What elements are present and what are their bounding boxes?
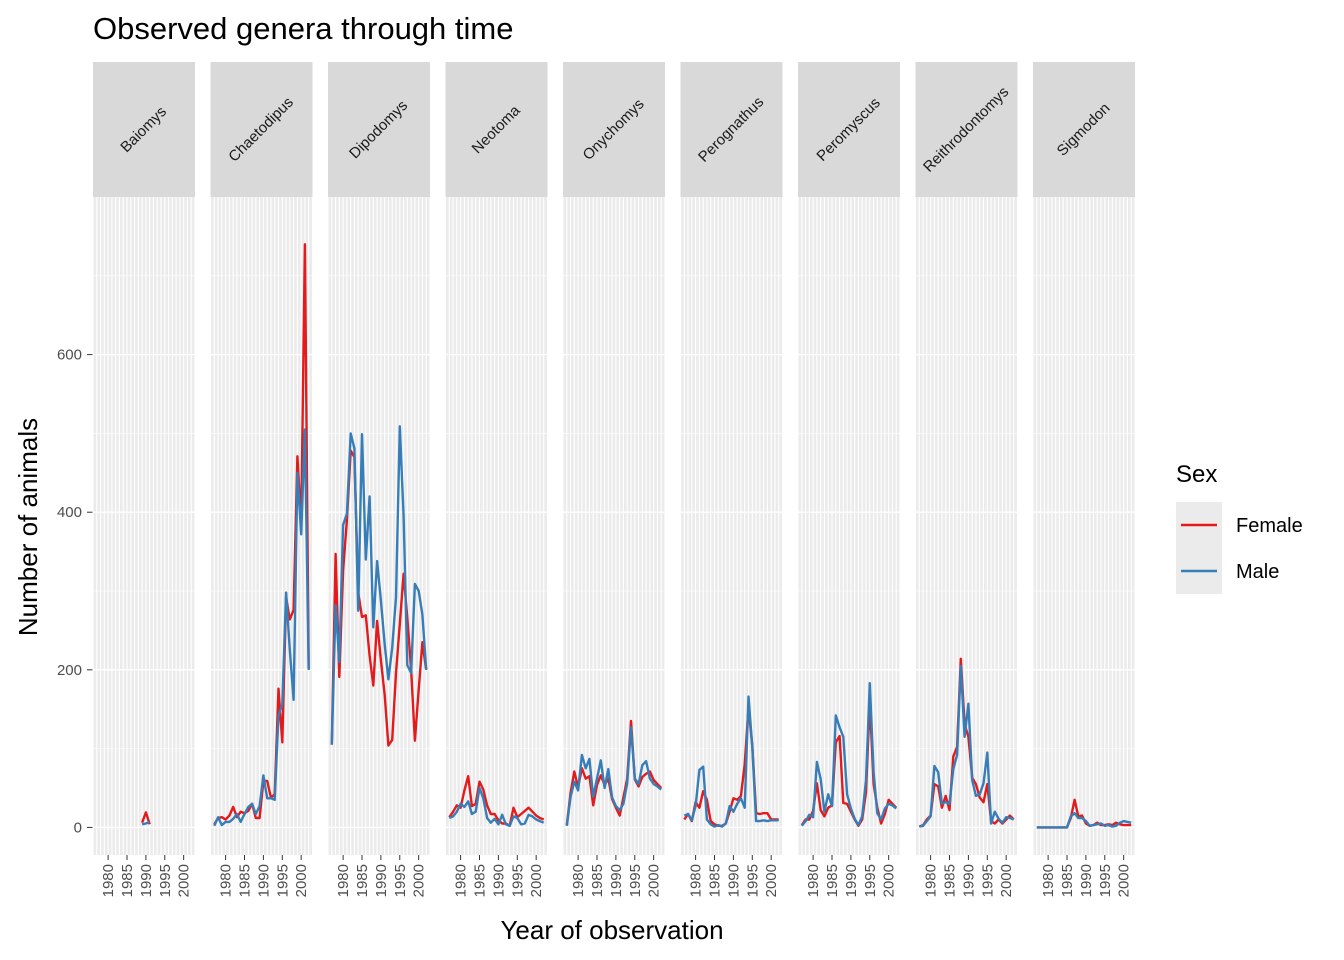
x-tick-label: 1995	[157, 864, 174, 897]
x-tick-label: 2000	[1116, 864, 1133, 897]
x-tick-label: 1990	[373, 864, 390, 897]
x-tick-label: 1985	[119, 864, 136, 897]
y-tick-label: 600	[57, 347, 82, 364]
series-line-male	[1036, 812, 1132, 829]
panel-background	[563, 197, 665, 855]
facet-strip	[328, 62, 430, 197]
legend: Sex Female Male	[1176, 461, 1303, 594]
legend-label-female: Female	[1236, 515, 1303, 537]
x-tick-label: 1990	[255, 864, 272, 897]
series-line-male	[683, 695, 779, 828]
x-tick-label: 1980	[453, 864, 470, 897]
x-tick-label: 2000	[176, 864, 193, 897]
x-tick-label: 1995	[979, 864, 996, 897]
y-tick-label: 200	[57, 662, 82, 679]
legend-title: Sex	[1176, 461, 1217, 488]
panel-background	[798, 197, 900, 855]
x-tick-label: 1985	[472, 864, 489, 897]
x-tick-label: 2000	[998, 864, 1015, 897]
x-tick-label: 1990	[608, 864, 625, 897]
panel-background	[915, 197, 1018, 855]
y-axis-title: Number of animals	[13, 418, 43, 636]
x-tick-label: 1985	[354, 864, 371, 897]
chart-title: Observed genera through time	[93, 11, 513, 46]
x-tick-label: 2000	[763, 864, 780, 897]
panel-background	[445, 197, 548, 855]
series-line-male	[141, 820, 151, 826]
x-tick-label: 1990	[1078, 864, 1095, 897]
x-tick-label: 1980	[805, 864, 822, 897]
x-tick-label: 2000	[646, 864, 663, 897]
x-tick-label: 1995	[744, 864, 761, 897]
series-line-male	[448, 786, 545, 827]
facet-strip	[1033, 62, 1135, 197]
x-tick-label: 1980	[100, 864, 117, 897]
facet-strip	[445, 62, 548, 197]
panel-background	[1033, 197, 1135, 855]
facet-strip	[798, 62, 900, 197]
legend-label-male: Male	[1236, 561, 1279, 583]
x-tick-label: 1995	[862, 864, 879, 897]
series-line-male	[565, 726, 662, 826]
x-tick-label: 1985	[237, 864, 254, 897]
x-tick-label: 1980	[218, 864, 235, 897]
x-tick-label: 1995	[392, 864, 409, 897]
x-tick-label: 1985	[1059, 864, 1076, 897]
x-tick-label: 1980	[570, 864, 587, 897]
facet-strip	[563, 62, 665, 197]
x-tick-label: 1985	[942, 864, 959, 897]
x-axis-title: Year of observation	[500, 915, 723, 945]
series-line-female	[448, 775, 545, 827]
x-tick-label: 2000	[411, 864, 428, 897]
x-tick-label: 2000	[881, 864, 898, 897]
series-line-male	[213, 428, 310, 827]
x-tick-label: 1995	[627, 864, 644, 897]
panel-background	[93, 197, 195, 855]
series-line-female	[140, 811, 151, 825]
series-line-male	[800, 682, 897, 827]
x-tick-label: 1980	[335, 864, 352, 897]
x-tick-label: 1995	[274, 864, 291, 897]
facet-strip	[680, 62, 783, 197]
x-tick-label: 1985	[824, 864, 841, 897]
x-tick-label: 1980	[923, 864, 940, 897]
legend-key-background	[1176, 502, 1222, 594]
series-line-male	[330, 425, 428, 745]
y-tick-label: 400	[57, 504, 82, 521]
series-line-female	[683, 706, 779, 827]
panel-background	[680, 197, 783, 855]
x-tick-label: 1980	[1040, 864, 1057, 897]
x-tick-label: 2000	[528, 864, 545, 897]
x-tick-label: 1990	[138, 864, 155, 897]
series-line-female	[800, 700, 898, 827]
series-line-male	[919, 664, 1015, 828]
y-tick-label: 0	[74, 819, 82, 836]
facet-strip	[93, 62, 195, 197]
facet-strip	[915, 62, 1018, 197]
x-tick-label: 2000	[293, 864, 310, 897]
x-tick-label: 1990	[960, 864, 977, 897]
x-tick-label: 1990	[725, 864, 742, 897]
panel-background	[328, 197, 430, 855]
facet-strip	[210, 62, 313, 197]
x-tick-label: 1990	[490, 864, 507, 897]
x-tick-label: 1995	[509, 864, 526, 897]
x-tick-label: 1980	[688, 864, 705, 897]
x-tick-label: 1985	[707, 864, 724, 897]
x-tick-label: 1995	[1097, 864, 1114, 897]
x-tick-label: 1985	[589, 864, 606, 897]
x-tick-label: 1990	[843, 864, 860, 897]
